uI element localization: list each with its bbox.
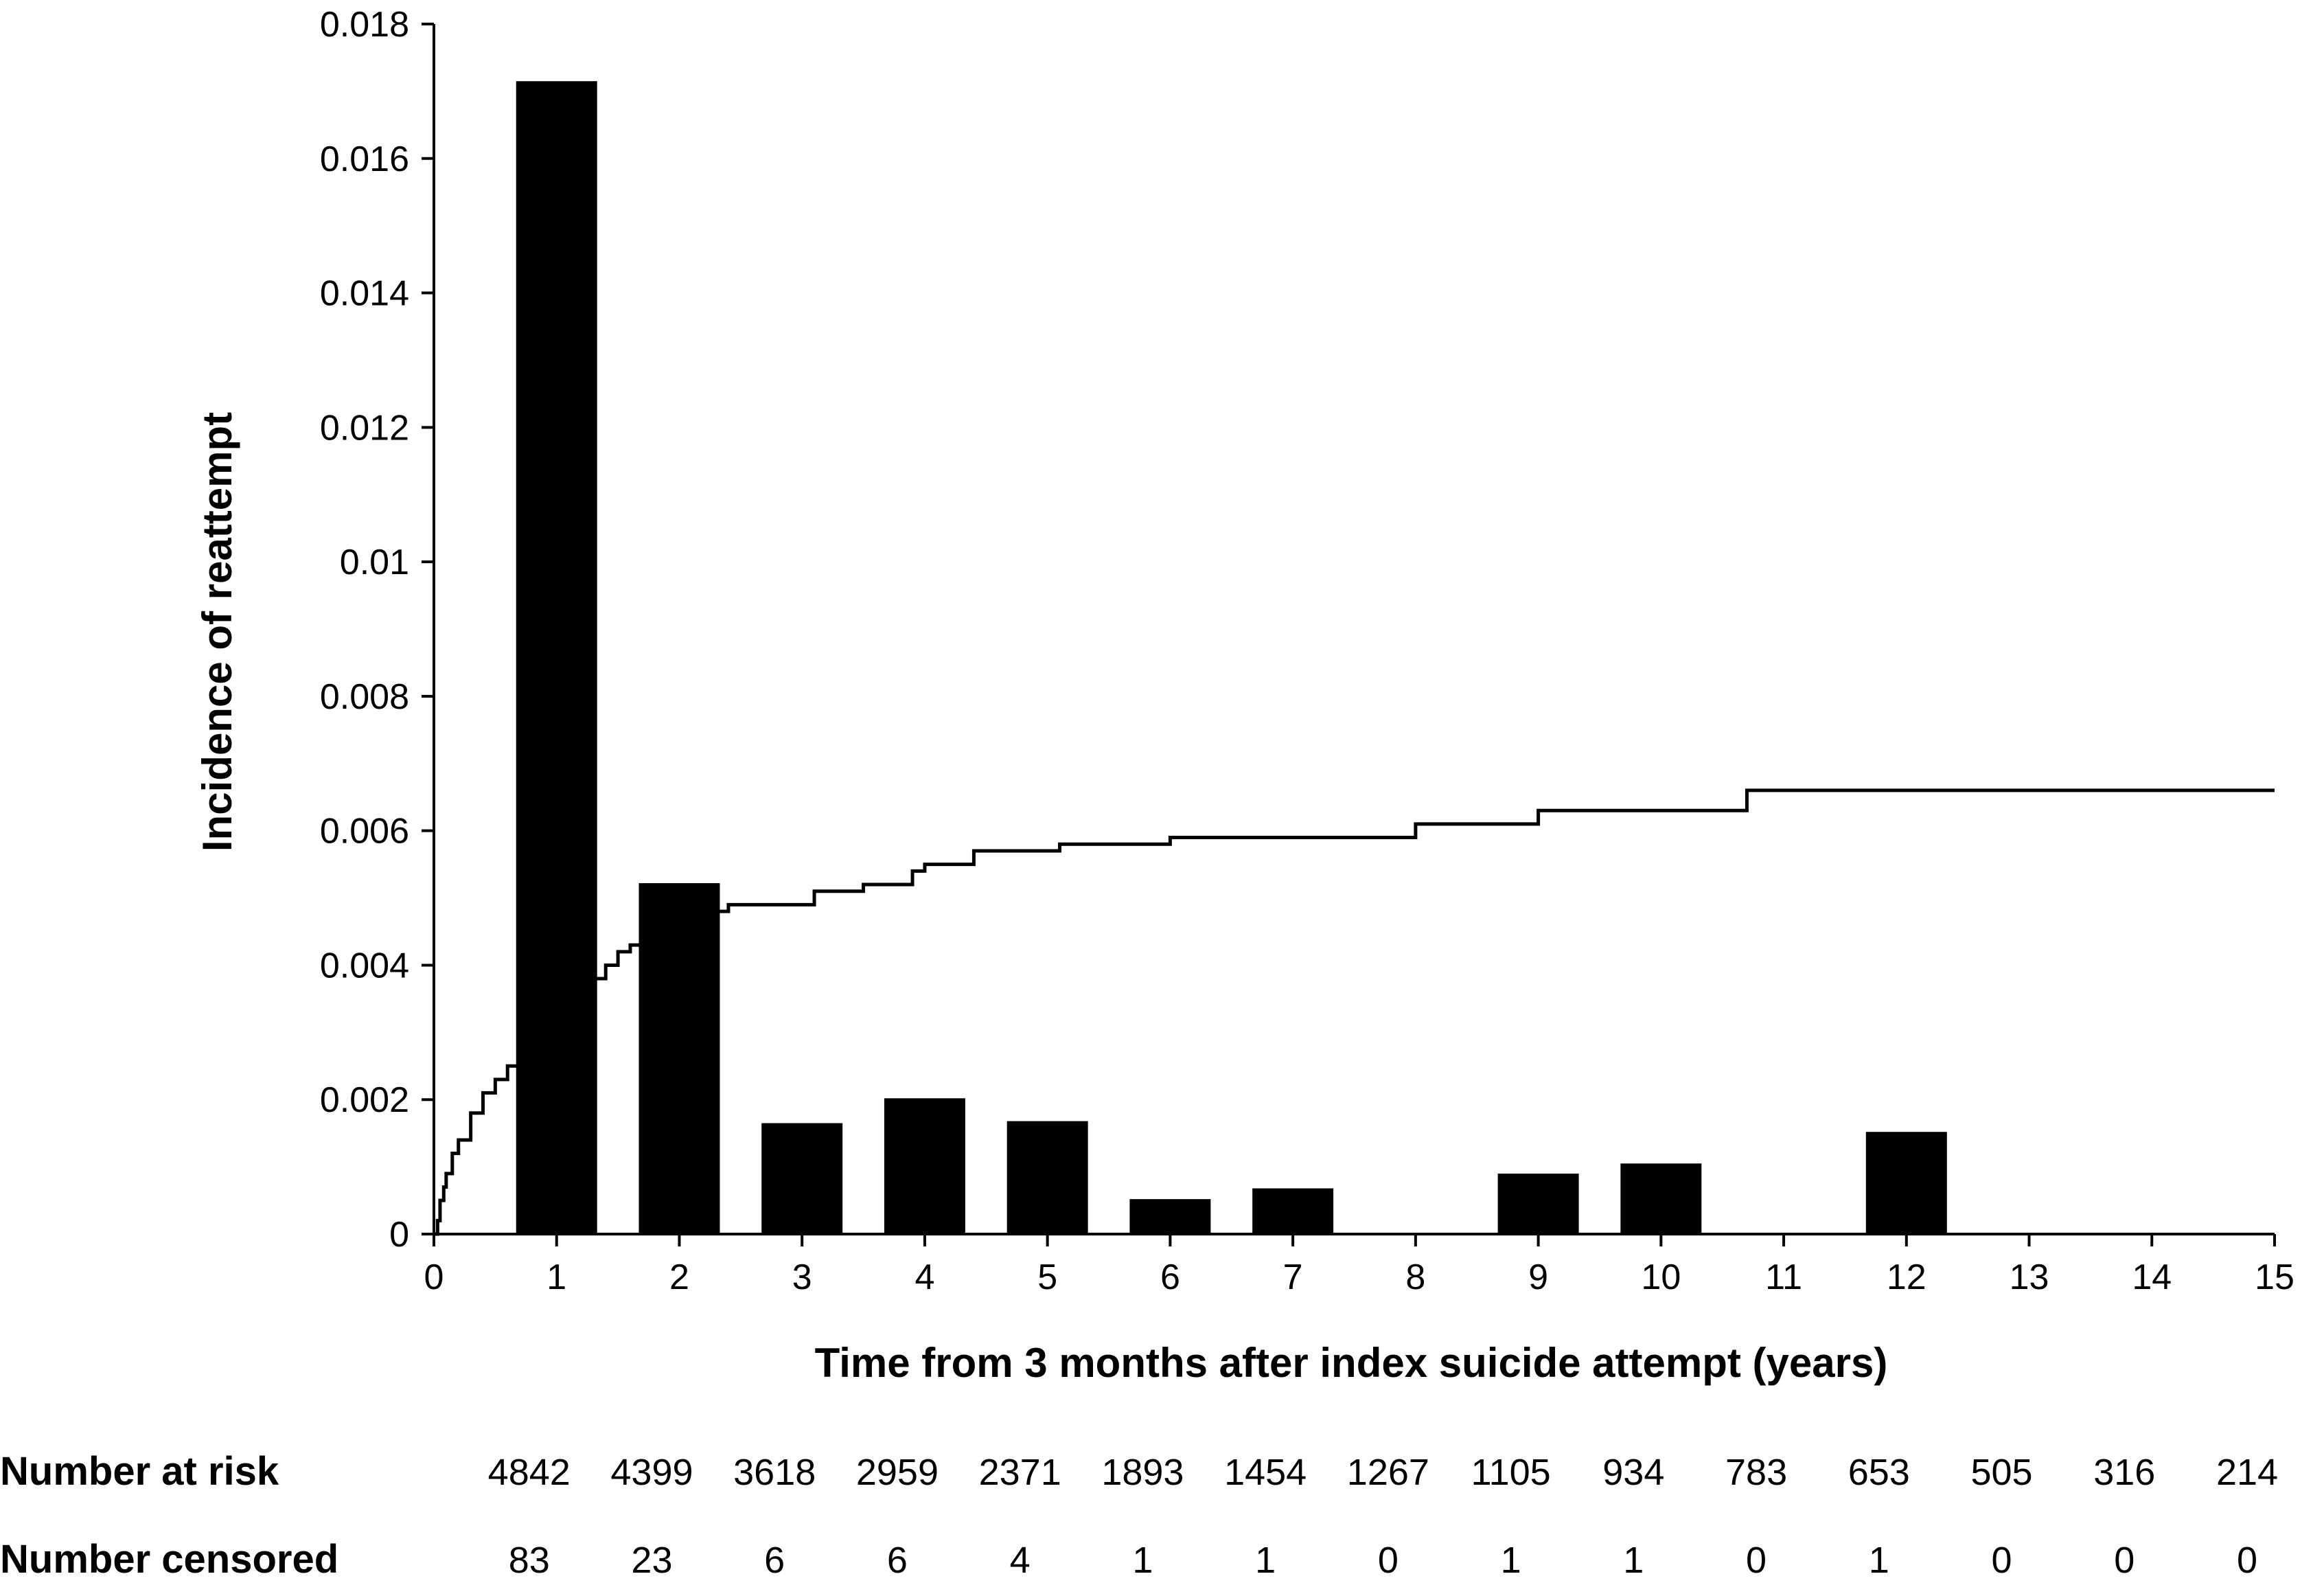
bar [1497,1173,1579,1234]
risk-row-label: Number at risk [0,1449,279,1494]
bar [1865,1132,1947,1234]
x-tick-label: 13 [2010,1257,2049,1297]
x-tick-label: 11 [1765,1257,1802,1297]
x-tick-label: 0 [424,1257,444,1297]
x-tick-label: 7 [1283,1257,1303,1297]
censored-value: 23 [631,1540,672,1581]
censored-value: 4 [1010,1540,1031,1581]
x-tick-label: 14 [2132,1257,2172,1297]
bar [1006,1121,1088,1234]
bar [516,81,597,1234]
risk-table: 4842 4399 3618 2959 2371 1893 1454 1267 1105 934 7… [488,1452,2278,1581]
censored-value: 0 [2237,1540,2257,1581]
x-tick-label: 1 [547,1257,566,1297]
bar [638,883,720,1234]
y-tick-label: 0.014 [320,274,409,314]
x-tick-label: 3 [792,1257,812,1297]
at-risk-value: 2959 [856,1452,939,1493]
at-risk-value: 4842 [488,1452,571,1493]
x-tick-label: 9 [1528,1257,1548,1297]
bars-layer [516,81,1947,1234]
censored-row-label: Number censored [0,1537,338,1582]
censored-value: 1 [1255,1540,1276,1581]
x-tick-label: 8 [1405,1257,1425,1297]
line-layer [434,788,2275,1236]
bar [1620,1163,1702,1234]
y-tick-label: 0.016 [320,139,409,179]
x-tick-label: 2 [669,1257,689,1297]
x-axis-title: Time from 3 months after index suicide a… [815,1340,1888,1386]
bar [884,1098,965,1234]
x-tick-label: 5 [1037,1257,1057,1297]
y-tick-label: 0.012 [320,408,409,448]
bar [761,1123,843,1234]
censored-value: 0 [1992,1540,2012,1581]
censored-value: 0 [2114,1540,2135,1581]
y-axis-title: Incidence of reattempt [194,412,240,852]
axes-layer [433,24,2275,1235]
at-risk-value: 4399 [610,1452,693,1493]
at-risk-value: 1893 [1101,1452,1184,1493]
y-tick-label: 0.004 [320,946,409,985]
x-tick-label: 6 [1160,1257,1180,1297]
at-risk-value: 316 [2093,1452,2155,1493]
censored-value: 1 [1132,1540,1153,1581]
y-tick-label: 0 [389,1215,409,1255]
y-tick-label: 0.01 [340,543,409,582]
x-tick-label: 15 [2255,1257,2294,1297]
bar [1129,1199,1211,1234]
at-risk-value: 653 [1848,1452,1910,1493]
y-tick-label: 0.018 [320,5,409,45]
at-risk-value: 2371 [979,1452,1061,1493]
y-tick-label: 0.008 [320,677,409,717]
at-risk-value: 1105 [1471,1452,1551,1493]
at-risk-value: 214 [2216,1452,2278,1493]
at-risk-value: 783 [1725,1452,1787,1493]
incidence-line [434,788,2275,1236]
x-tick-label: 10 [1641,1257,1681,1297]
censored-value: 83 [509,1540,550,1581]
x-tick-label: 4 [914,1257,934,1297]
at-risk-value: 1454 [1224,1452,1307,1493]
at-risk-value: 3618 [733,1452,816,1493]
bar [1252,1188,1334,1234]
censored-value: 1 [1869,1540,1889,1581]
censored-value: 6 [764,1540,785,1581]
x-tick-label: 12 [1887,1257,1926,1297]
at-risk-value: 934 [1602,1452,1664,1493]
at-risk-value: 1267 [1347,1452,1429,1493]
censored-value: 6 [887,1540,908,1581]
censored-value: 1 [1623,1540,1644,1581]
censored-value: 0 [1378,1540,1399,1581]
censored-value: 1 [1501,1540,1521,1581]
at-risk-value: 505 [1970,1452,2032,1493]
y-tick-label: 0.006 [320,812,409,852]
y-tick-label: 0.002 [320,1080,409,1120]
ticks-layer: 0 0.002 0.004 0.006 0.008 0.01 0.012 0.014 0.016… [320,5,2294,1297]
censored-value: 0 [1746,1540,1767,1581]
